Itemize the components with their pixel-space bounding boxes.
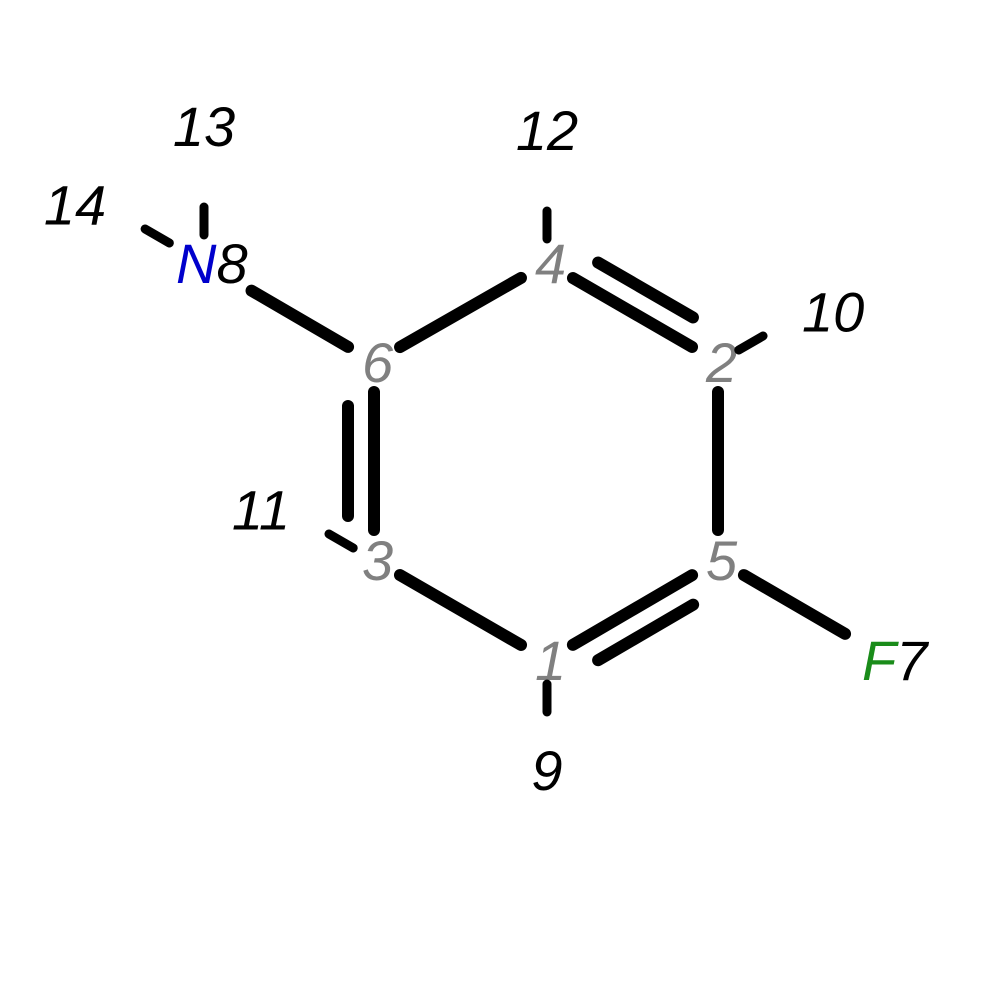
h-index-label: 12 [516,99,578,162]
heteroatom-label: N8 [176,232,248,295]
h-index-label: 10 [802,281,864,344]
atom-index-label: 2 [705,331,737,394]
h-index-label: 14 [44,174,106,237]
h-index-label: 13 [173,95,235,158]
heteroatom-label: F7 [862,629,929,692]
atom-index-label: 6 [362,331,394,394]
h-index-label: 11 [232,479,290,542]
atom-index-label: 5 [706,529,738,592]
h-index-label: 9 [531,739,562,802]
atom-index-label: 3 [362,529,393,592]
molecule-diagram: 123456F7N891011121314 [0,0,1000,1000]
